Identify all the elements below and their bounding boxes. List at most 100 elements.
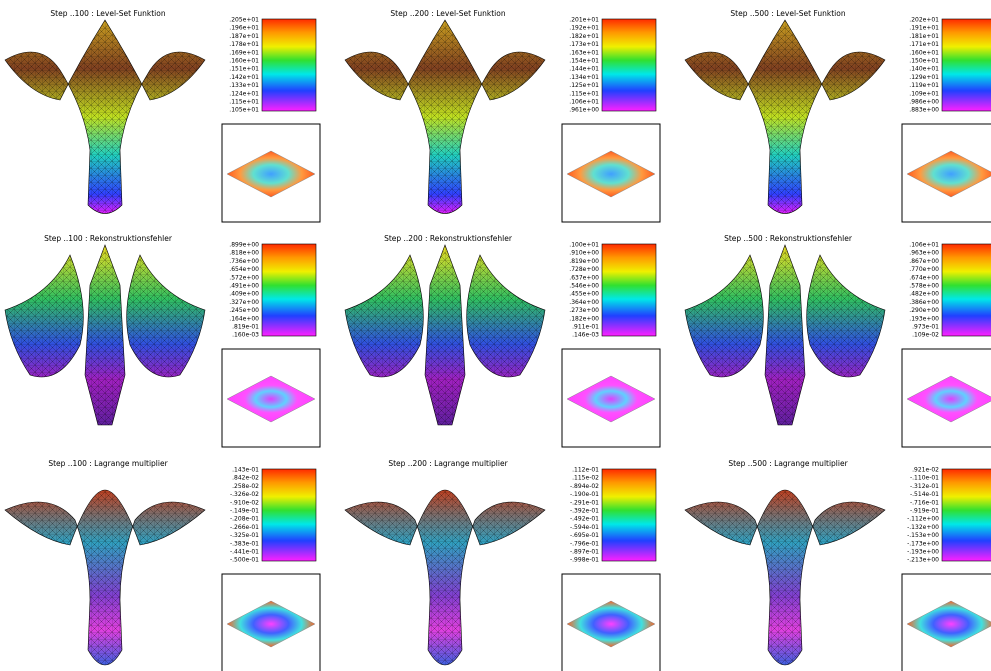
panel-title: Step ..500 : Lagrange multiplier xyxy=(728,459,848,468)
colorbar-label: .178e+01 xyxy=(229,41,259,48)
colorbar-label: .491e+00 xyxy=(229,283,259,290)
colorbar-label: .112e-01 xyxy=(572,467,599,474)
surface-mesh xyxy=(345,490,545,665)
colorbar-label: .182e+01 xyxy=(569,33,599,40)
map-diamond xyxy=(226,600,316,648)
map-diamond xyxy=(566,375,656,423)
colorbar-label: .140e+01 xyxy=(909,66,939,73)
colorbar-label: .654e+00 xyxy=(229,266,259,273)
colorbar-label: .572e+00 xyxy=(229,274,259,281)
colorbar-label: .160e-03 xyxy=(232,332,259,339)
colorbar-label: -.173e+00 xyxy=(907,540,939,547)
panel-title: Step ..200 : Lagrange multiplier xyxy=(388,459,508,468)
map-diamond xyxy=(906,600,991,648)
surface-plot xyxy=(4,244,206,426)
colorbar-label: -.383e-01 xyxy=(230,540,259,547)
colorbar-label: .181e+01 xyxy=(909,33,939,40)
colorbar-label: .961e+00 xyxy=(569,107,599,114)
colorbar-label: .911e-01 xyxy=(572,324,599,331)
colorbar-label: -.266e-01 xyxy=(230,524,259,531)
colorbar-label: -.326e-02 xyxy=(230,491,259,498)
colorbar-label: .546e+00 xyxy=(569,283,599,290)
panel: Step ..500 : Rekonstruktionsfehler .106e+… xyxy=(684,234,991,448)
colorbar-label: -.919e-01 xyxy=(910,508,939,515)
colorbar-label: .910e+00 xyxy=(569,250,599,257)
colorbar-label: -.325e-01 xyxy=(230,532,259,539)
panel: Step ..500 : Level-Set Funktion .202e+01.… xyxy=(684,9,991,223)
surface-mesh xyxy=(345,245,545,425)
colorbar-label: .125e+01 xyxy=(569,82,599,89)
surface-plot xyxy=(4,19,206,214)
panel: Step ..500 : Lagrange multiplier .921e-02… xyxy=(684,459,991,671)
colorbar-label: -.149e-01 xyxy=(230,508,259,515)
colorbar-label: .144e+01 xyxy=(569,66,599,73)
colorbar-label: .109e-02 xyxy=(912,332,939,339)
colorbar-label: .164e+00 xyxy=(229,315,259,322)
colorbar-label: .258e-02 xyxy=(232,483,259,490)
colorbar-label: .115e+01 xyxy=(569,90,599,97)
surface-mesh xyxy=(685,490,885,665)
colorbar-label: .202e+01 xyxy=(909,17,939,24)
panel: Step ..100 : Lagrange multiplier .143e-01… xyxy=(4,459,321,671)
colorbar-label: -.910e-02 xyxy=(230,499,259,506)
colorbar-label: .245e+00 xyxy=(229,307,259,314)
colorbar-label: .169e+01 xyxy=(229,49,259,56)
colorbar-label: .160e+01 xyxy=(909,49,939,56)
colorbar-label: .386e+00 xyxy=(909,299,939,306)
panel-title: Step ..100 : Lagrange multiplier xyxy=(48,459,168,468)
colorbar-label: .109e+01 xyxy=(909,90,939,97)
panel-title: Step ..500 : Level-Set Funktion xyxy=(730,9,845,18)
colorbar-label: -.291e-01 xyxy=(570,499,599,506)
colorbar-label: .143e-01 xyxy=(232,467,259,474)
colorbar-label: .921e-02 xyxy=(912,467,939,474)
colorbar-label: .106e+01 xyxy=(569,99,599,106)
colorbar-label: .171e+01 xyxy=(909,41,939,48)
colorbar-label: -.492e-01 xyxy=(570,516,599,523)
colorbar-label: -.695e-01 xyxy=(570,532,599,539)
colorbar-label: .842e-02 xyxy=(232,475,259,482)
colorbar-label: -.110e-01 xyxy=(910,475,939,482)
colorbar-label: -.208e-01 xyxy=(230,516,259,523)
colorbar-label: .290e+00 xyxy=(909,307,939,314)
colorbar-label: -.112e+00 xyxy=(907,516,939,523)
colorbar-label: .142e+01 xyxy=(229,74,259,81)
map-diamond xyxy=(226,150,316,198)
colorbar-label: -.193e+00 xyxy=(907,549,939,556)
panel: Step ..200 : Level-Set Funktion .201e+01.… xyxy=(344,9,661,223)
colorbar-label: .193e+00 xyxy=(909,315,939,322)
colorbar-label: .154e+01 xyxy=(569,58,599,65)
surface-plot xyxy=(344,489,546,666)
colorbar-label: .674e+00 xyxy=(909,274,939,281)
colorbar-label: .736e+00 xyxy=(229,258,259,265)
colorbar-label: -.716e-01 xyxy=(910,499,939,506)
colorbar xyxy=(601,243,657,337)
colorbar xyxy=(941,18,991,112)
surface-mesh xyxy=(685,20,885,214)
panel-title: Step ..200 : Level-Set Funktion xyxy=(390,9,505,18)
colorbar-label: .867e+00 xyxy=(909,258,939,265)
colorbar xyxy=(601,18,657,112)
colorbar-label: .364e+00 xyxy=(569,299,599,306)
colorbar-label: .201e+01 xyxy=(569,17,599,24)
colorbar-label: .133e+01 xyxy=(229,82,259,89)
panel: Step ..200 : Lagrange multiplier .112e-01… xyxy=(344,459,661,671)
map-diamond xyxy=(566,150,656,198)
surface-plot xyxy=(684,244,886,426)
map-diamond xyxy=(566,600,656,648)
colorbar xyxy=(261,18,317,112)
surface-mesh xyxy=(5,245,205,425)
colorbar-label: -.132e+00 xyxy=(907,524,939,531)
panel: Step ..100 : Rekonstruktionsfehler .899e+… xyxy=(4,234,321,448)
colorbar-label: .409e+00 xyxy=(229,291,259,298)
panel-title: Step ..100 : Level-Set Funktion xyxy=(50,9,165,18)
surface-plot xyxy=(344,19,546,214)
surface-mesh xyxy=(345,20,545,214)
colorbar-label: .819e-01 xyxy=(232,324,259,331)
colorbar-label: .173e+01 xyxy=(569,41,599,48)
colorbar-label: -.312e-01 xyxy=(910,483,939,490)
colorbar-label: .327e+00 xyxy=(229,299,259,306)
surface-plot xyxy=(684,489,886,666)
surface-plot xyxy=(4,489,206,666)
colorbar-label: .192e+01 xyxy=(569,25,599,32)
colorbar-label: -.441e-01 xyxy=(230,549,259,556)
